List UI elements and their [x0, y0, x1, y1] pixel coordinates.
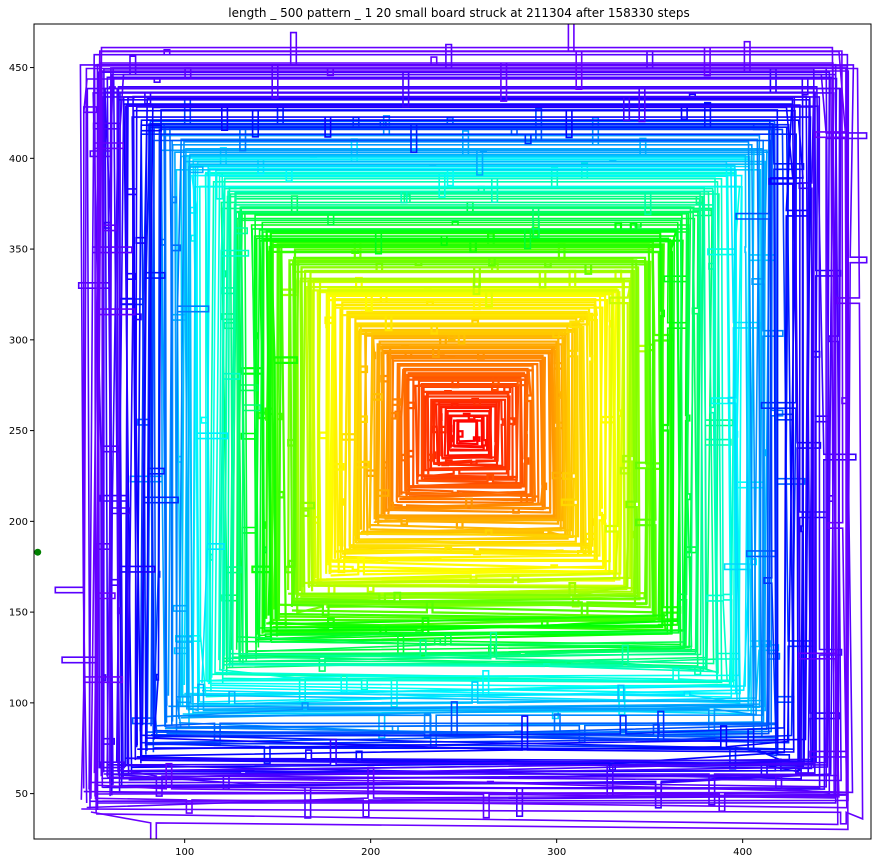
path-segment	[353, 325, 580, 538]
path-segment	[88, 49, 854, 794]
path-segment	[131, 116, 812, 750]
path-segment	[231, 192, 705, 672]
y-tick-label: 100	[9, 698, 28, 709]
path-segment	[354, 317, 578, 544]
path-segment	[326, 299, 609, 575]
y-axis: 50 100 150 200 250 300 350 400 450	[9, 63, 34, 800]
path-segment	[299, 266, 641, 601]
path-segment	[284, 256, 663, 621]
path-segment	[269, 240, 673, 626]
path-segment	[135, 93, 822, 777]
x-axis: 100 200 300 400	[175, 839, 752, 858]
path-segment	[423, 395, 511, 472]
path-segment	[95, 46, 839, 826]
path-segment	[448, 414, 489, 452]
path-segment	[357, 325, 585, 547]
chart-title: length _ 500 pattern _ 1 20 small board …	[228, 6, 689, 20]
path-segment	[201, 147, 762, 704]
path-segment	[312, 279, 626, 593]
path-segment	[327, 294, 607, 574]
path-segment	[339, 314, 598, 555]
y-tick-label: 250	[9, 426, 28, 437]
path-segment	[93, 56, 849, 800]
plot-frame	[33, 23, 872, 840]
y-tick-label: 400	[9, 154, 28, 165]
path-segment	[223, 190, 718, 673]
start-marker-layer	[34, 548, 42, 556]
path-segment	[183, 164, 741, 704]
path-segment	[164, 126, 784, 735]
y-tick-label: 200	[9, 517, 28, 528]
path-segment	[86, 86, 842, 818]
path-segment	[394, 368, 532, 498]
y-tick-label: 350	[9, 245, 28, 256]
path-segment	[110, 86, 857, 819]
path-segment	[395, 364, 537, 502]
path-segment	[299, 277, 635, 596]
path-segment	[405, 378, 530, 488]
path-segment	[160, 115, 761, 718]
path-segment	[94, 24, 848, 814]
path-segment	[305, 269, 632, 587]
path-segment	[173, 148, 772, 739]
x-tick-label: 200	[361, 847, 380, 858]
y-tick-label: 450	[9, 63, 28, 74]
path-segment	[140, 133, 798, 755]
x-tick-label: 300	[547, 847, 566, 858]
path-segment	[372, 337, 566, 524]
path-segment	[80, 67, 864, 825]
path-segment	[101, 40, 850, 802]
path-segment	[240, 235, 676, 632]
y-tick-label: 150	[9, 608, 28, 619]
path-segment	[175, 138, 763, 738]
path-segment	[218, 161, 728, 704]
path-segment	[311, 289, 620, 585]
path-segment	[228, 204, 719, 676]
start-marker	[34, 548, 42, 556]
path-segment	[237, 211, 699, 661]
x-tick-label: 400	[733, 847, 752, 858]
path-segment	[54, 31, 868, 809]
path-segment	[229, 185, 720, 665]
x-tick-label: 100	[175, 847, 194, 858]
y-tick-label: 300	[9, 335, 28, 346]
y-tick-label: 50	[15, 789, 28, 800]
path-segment	[192, 158, 757, 703]
path-segment	[175, 169, 780, 707]
spiral-path	[54, 24, 868, 839]
path-segment	[429, 398, 507, 471]
path-segment	[403, 376, 522, 489]
path-segment	[187, 157, 751, 696]
path-segment	[141, 101, 795, 751]
path-segment	[250, 220, 690, 641]
path-segment	[357, 330, 571, 537]
path-segment	[318, 276, 618, 577]
path-segment	[90, 50, 849, 839]
path-segment	[169, 127, 781, 734]
path-segment	[377, 340, 560, 525]
path-segment	[144, 106, 795, 753]
path-segment	[368, 331, 567, 536]
path-segment	[421, 386, 517, 479]
